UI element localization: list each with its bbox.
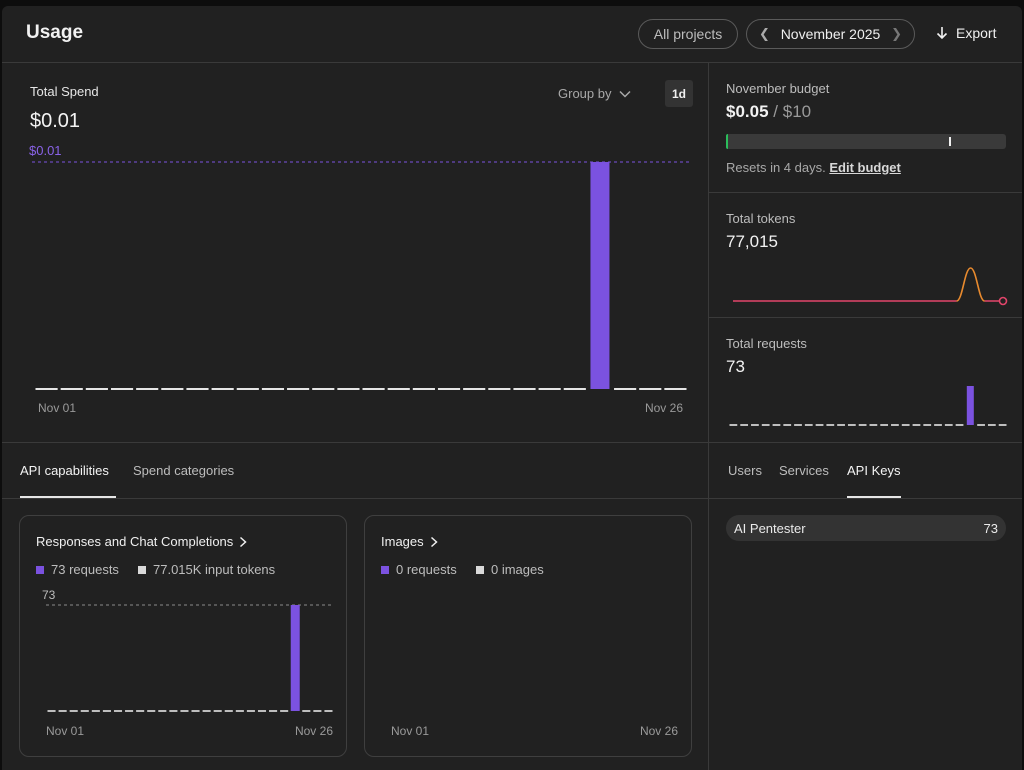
total-tokens-label: Total tokens [726, 211, 796, 226]
responses-x-start: Nov 01 [46, 724, 84, 738]
budget-reset-text: Resets in 4 days. Edit budget [726, 160, 901, 175]
images-chart: Nov 01 Nov 26 [391, 724, 678, 738]
budget-label: November budget [726, 81, 830, 96]
legend-images: 0 images [476, 562, 544, 577]
images-x-end: Nov 26 [640, 724, 678, 738]
spend-x-end: Nov 26 [645, 401, 683, 415]
legend-tokens-text: 77.015K input tokens [153, 562, 276, 577]
section-divider [2, 442, 1022, 443]
header: Usage All projects ❮ November 2025 ❯ Exp… [2, 6, 1022, 63]
column-divider [708, 62, 709, 770]
month-selector: ❮ November 2025 ❯ [746, 19, 915, 49]
responses-card[interactable]: Responses and Chat Completions 73 reques… [19, 515, 347, 757]
card-title[interactable]: Responses and Chat Completions [36, 534, 247, 549]
legend-swatch-requests [381, 565, 389, 574]
legend-requests: 0 requests [381, 562, 457, 577]
api-key-row[interactable]: AI Pentester 73 [726, 515, 1006, 541]
spend-max-label: $0.01 [29, 143, 62, 158]
chevron-right-icon [240, 536, 247, 547]
total-tokens-value: 77,015 [726, 232, 778, 251]
month-label: November 2025 [780, 26, 881, 42]
legend-requests-text: 0 requests [396, 562, 457, 577]
budget-spent: $0.05 [726, 102, 769, 121]
api-key-count: 73 [983, 520, 998, 536]
interval-toggle[interactable]: 1d [665, 80, 693, 107]
tabs-divider [2, 498, 1022, 499]
budget-separator: / [773, 102, 779, 121]
images-x-start: Nov 01 [391, 724, 429, 738]
responses-x-end: Nov 26 [295, 724, 333, 738]
total-spend-value: $0.01 [30, 110, 81, 132]
card-title-text: Images [381, 534, 424, 549]
card-title[interactable]: Images [381, 534, 438, 549]
chevron-right-icon [430, 536, 438, 547]
requests-sparkline [729, 386, 1007, 426]
edit-budget-link[interactable]: Edit budget [829, 160, 901, 175]
spend-x-start: Nov 01 [38, 401, 76, 415]
images-card[interactable]: Images 0 requests 0 images Nov 01 Nov 26 [364, 515, 692, 757]
budget-value: $0.05 / $10 [726, 102, 811, 122]
group-by-dropdown[interactable]: Group by [558, 86, 632, 101]
legend-images-text: 0 images [491, 562, 544, 577]
legend-swatch-tokens [138, 565, 146, 574]
tab-spend-categories[interactable]: Spend categories [133, 463, 235, 478]
budget-divider [709, 192, 1022, 193]
page-title: Usage [26, 22, 84, 43]
total-requests-value: 73 [726, 357, 745, 376]
group-by-label: Group by [558, 86, 612, 101]
legend-tokens: 77.015K input tokens [138, 562, 275, 577]
tab-users[interactable]: Users [728, 463, 762, 478]
tab-api-keys[interactable]: API Keys [847, 463, 901, 478]
budget-progress-fill [726, 134, 728, 149]
projects-filter-button[interactable]: All projects [638, 19, 738, 49]
bar[interactable] [290, 605, 300, 711]
active-tab-underline-right [847, 496, 901, 498]
total-requests-label: Total requests [726, 336, 807, 351]
prev-month-icon[interactable]: ❮ [759, 26, 770, 41]
export-label: Export [956, 25, 997, 41]
tokens-divider [709, 317, 1022, 318]
responses-max-label: 73 [42, 588, 56, 602]
tab-api-capabilities[interactable]: API capabilities [20, 463, 109, 478]
usage-window: Usage All projects ❮ November 2025 ❯ Exp… [2, 6, 1022, 770]
budget-limit: $10 [782, 102, 812, 121]
chevron-down-icon [619, 90, 632, 98]
legend-swatch-requests [36, 565, 44, 574]
responses-chart: 73 Nov 01 Nov 26 [42, 588, 334, 738]
total-spend-label: Total Spend [30, 84, 99, 99]
tokens-end-point [998, 296, 1008, 306]
tokens-sparkline [733, 267, 1008, 306]
reset-label: Resets in 4 days. [726, 160, 826, 175]
budget-alert-marker [949, 137, 951, 146]
legend-requests: 73 requests [36, 562, 119, 577]
legend-requests-text: 73 requests [51, 562, 119, 577]
api-key-name: AI Pentester [734, 520, 806, 536]
export-button[interactable]: Export [936, 25, 996, 41]
card-title-text: Responses and Chat Completions [36, 534, 234, 549]
legend-swatch-images [476, 565, 484, 574]
active-tab-underline [20, 496, 116, 498]
bar[interactable] [590, 162, 610, 389]
budget-progress-bar [726, 134, 1006, 149]
arrow-down-icon [936, 27, 948, 40]
tokens-peak [956, 267, 986, 302]
tab-services[interactable]: Services [779, 463, 829, 478]
spend-chart: $0.01 Nov 01 Nov 26 [29, 143, 690, 415]
next-month-icon[interactable]: ❯ [891, 26, 902, 41]
bar[interactable] [966, 386, 974, 425]
